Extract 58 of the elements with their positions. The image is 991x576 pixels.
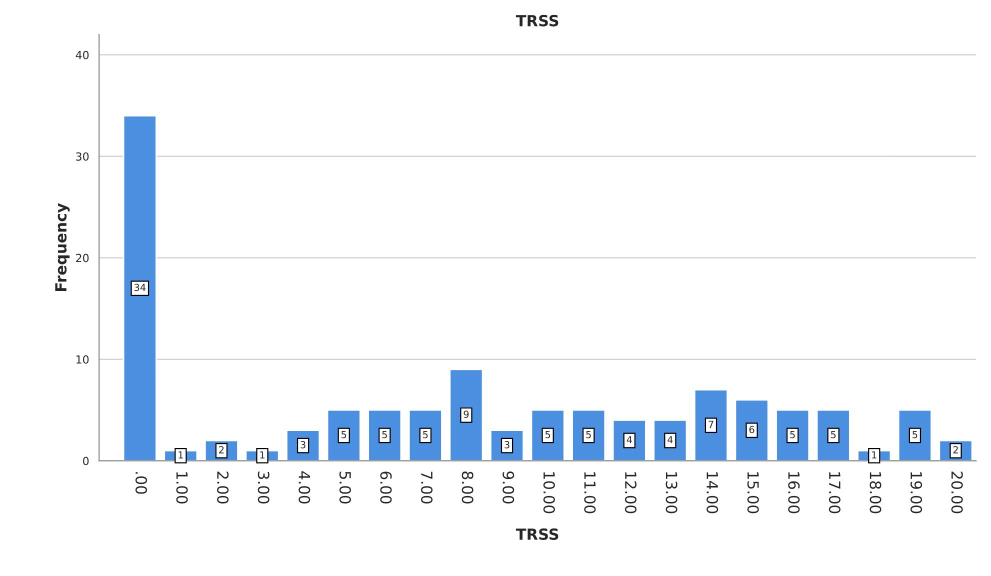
- data-label: 3: [504, 441, 510, 448]
- y-tick-label: 0: [83, 456, 89, 466]
- bar: [898, 409, 932, 461]
- x-tick-label: 10.00: [543, 472, 555, 514]
- data-label: 34: [134, 284, 146, 292]
- data-label: 5: [586, 431, 591, 438]
- x-tick-label: 14.00: [706, 472, 718, 514]
- data-label: 5: [912, 431, 918, 438]
- data-label: 3: [300, 441, 306, 448]
- data-label: 1: [260, 451, 264, 458]
- x-tick-label: 16.00: [788, 472, 800, 514]
- x-tick-label: 7.00: [421, 472, 433, 504]
- x-tick-label: 1.00: [176, 472, 188, 504]
- chart-title: TRSS: [516, 14, 558, 26]
- data-label: 5: [382, 431, 387, 438]
- x-tick-label: 9.00: [502, 471, 514, 504]
- data-label: 4: [668, 436, 673, 444]
- x-tick-label: 17.00: [828, 472, 840, 514]
- bar: [572, 409, 606, 461]
- x-tick-label: 6.00: [380, 472, 392, 504]
- data-label: 1: [178, 451, 183, 458]
- x-tick-label: 8.00: [462, 472, 474, 504]
- bar: [776, 409, 810, 461]
- data-label: 5: [790, 431, 795, 438]
- data-label: 5: [831, 431, 836, 438]
- data-label: 9: [464, 410, 469, 418]
- data-label: 7: [708, 420, 714, 428]
- x-tick-label: 5.00: [339, 472, 351, 504]
- x-tick-label: .00: [135, 472, 148, 494]
- data-label: 5: [423, 431, 428, 438]
- x-tick-label: 18.00: [870, 472, 882, 514]
- data-label: 5: [545, 431, 550, 438]
- bar: [734, 399, 769, 461]
- bar: [449, 368, 484, 461]
- x-tick-label: 19.00: [910, 472, 922, 514]
- data-label: 1: [872, 451, 876, 458]
- x-tick-label: 2.00: [217, 472, 229, 504]
- x-axis-title: TRSS: [516, 528, 558, 540]
- x-tick-label: 3.00: [258, 472, 270, 504]
- x-tick-label: 15.00: [747, 472, 759, 514]
- x-tick-label: 11.00: [584, 472, 596, 514]
- bar: [408, 409, 442, 461]
- x-tick-label: 13.00: [666, 472, 678, 514]
- data-label: 6: [749, 426, 754, 434]
- y-tick-label: 40: [76, 50, 89, 60]
- data-label: 4: [626, 436, 632, 444]
- y-axis-title: Frequency: [55, 203, 70, 291]
- data-label: 2: [953, 446, 958, 454]
- bar: [694, 389, 728, 461]
- data-label: 5: [342, 431, 346, 438]
- y-tick-label: 30: [76, 152, 89, 161]
- x-tick-label: 4.00: [298, 471, 310, 504]
- data-label: 2: [219, 446, 224, 454]
- y-tick-label: 20: [76, 254, 89, 262]
- bar: [122, 115, 157, 461]
- x-tick-label: 20.00: [951, 472, 963, 514]
- y-tick-label: 10: [76, 355, 89, 364]
- x-tick-label: 12.00: [624, 472, 637, 514]
